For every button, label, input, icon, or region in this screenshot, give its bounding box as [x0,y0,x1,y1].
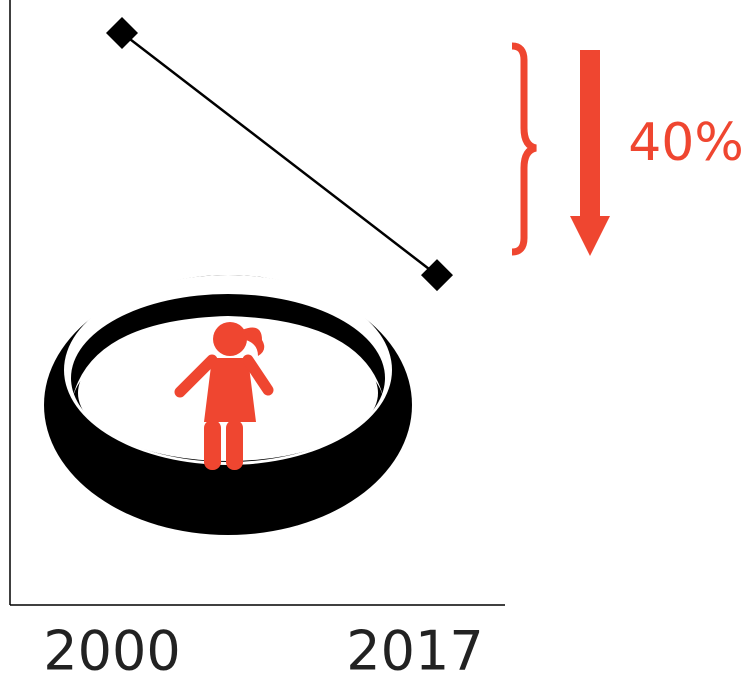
x-tick-label: 2000 [43,620,180,677]
marker [106,17,138,50]
line [121,32,438,277]
girl-icon [174,322,274,470]
ring-icon [44,275,412,535]
decrease-arrow [570,50,610,256]
x-tick-label: 2017 [346,620,483,677]
brace [511,42,537,256]
annotation: 40% [628,113,744,173]
marker [421,259,453,292]
